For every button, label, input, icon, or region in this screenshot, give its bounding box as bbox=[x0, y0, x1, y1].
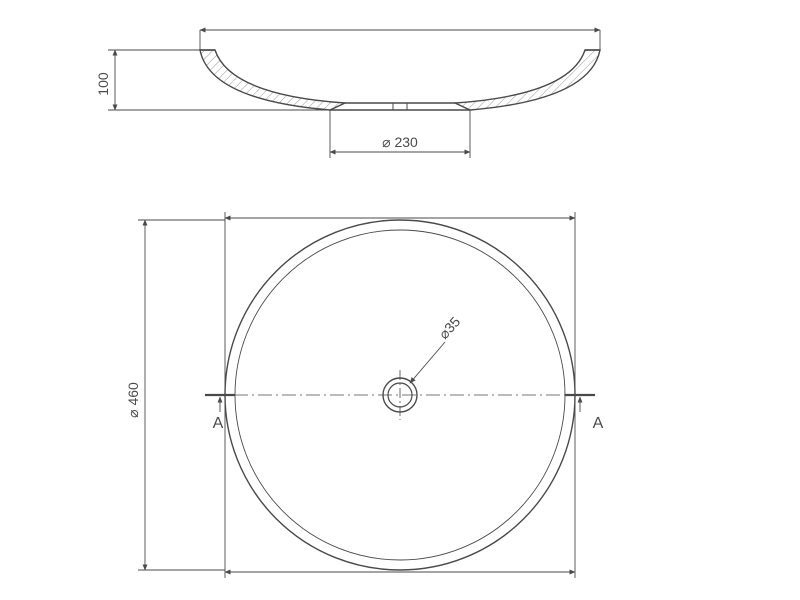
dim-drain-label: ⌀35 bbox=[435, 313, 463, 342]
section-label-left: A bbox=[213, 415, 224, 432]
dim-height-label: 100 bbox=[95, 72, 111, 96]
section-marks: A A bbox=[205, 395, 604, 432]
top-view bbox=[210, 220, 590, 570]
dim-base-dia-label: ⌀ 230 bbox=[382, 134, 418, 150]
section-label-right: A bbox=[593, 415, 604, 432]
side-view bbox=[200, 50, 600, 110]
technical-drawing: 100 ⌀ 230 ⌀ 460 bbox=[0, 0, 800, 600]
dim-diameter-label: ⌀ 460 bbox=[125, 382, 141, 418]
